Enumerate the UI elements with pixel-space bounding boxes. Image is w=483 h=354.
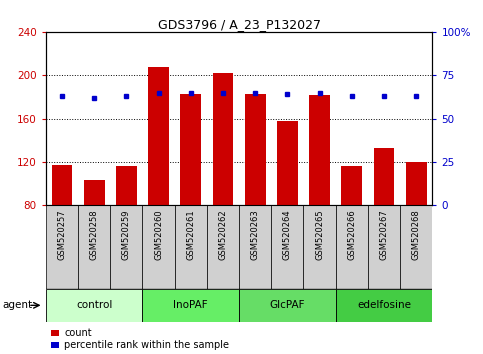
Text: GSM520262: GSM520262 (218, 210, 227, 260)
Text: agent: agent (2, 300, 32, 310)
Bar (271, 205, 303, 289)
Title: GDS3796 / A_23_P132027: GDS3796 / A_23_P132027 (157, 18, 321, 31)
Bar (341, 166, 362, 205)
Bar (373, 148, 395, 205)
Text: GlcPAF: GlcPAF (270, 300, 305, 310)
Text: InoPAF: InoPAF (173, 300, 208, 310)
Bar (207, 205, 239, 289)
Bar (239, 205, 271, 289)
Text: GSM520267: GSM520267 (380, 210, 388, 260)
Bar (84, 181, 105, 205)
Bar (336, 289, 432, 322)
Bar (303, 205, 336, 289)
Text: percentile rank within the sample: percentile rank within the sample (64, 340, 229, 350)
Text: GSM520264: GSM520264 (283, 210, 292, 260)
Bar (142, 289, 239, 322)
Bar (116, 166, 137, 205)
Text: GSM520258: GSM520258 (90, 210, 99, 260)
Bar (52, 165, 72, 205)
Bar (336, 205, 368, 289)
Bar (175, 205, 207, 289)
Bar (239, 289, 336, 322)
Bar (46, 205, 78, 289)
Bar (368, 205, 400, 289)
Bar (245, 94, 266, 205)
Text: control: control (76, 300, 113, 310)
Bar (277, 121, 298, 205)
Text: GSM520259: GSM520259 (122, 210, 131, 260)
Bar (78, 205, 110, 289)
Bar (400, 205, 432, 289)
Text: GSM520268: GSM520268 (412, 210, 421, 260)
Bar (46, 289, 142, 322)
Text: GSM520263: GSM520263 (251, 210, 260, 260)
Text: GSM520260: GSM520260 (154, 210, 163, 260)
Bar (309, 95, 330, 205)
Text: GSM520266: GSM520266 (347, 210, 356, 260)
Bar (142, 205, 175, 289)
Bar (406, 162, 426, 205)
Text: GSM520257: GSM520257 (57, 210, 67, 260)
Text: edelfosine: edelfosine (357, 300, 411, 310)
Text: GSM520261: GSM520261 (186, 210, 195, 260)
Text: GSM520265: GSM520265 (315, 210, 324, 260)
Bar (148, 67, 169, 205)
Bar (110, 205, 142, 289)
Bar (180, 94, 201, 205)
Bar (213, 73, 233, 205)
Text: count: count (64, 328, 92, 338)
